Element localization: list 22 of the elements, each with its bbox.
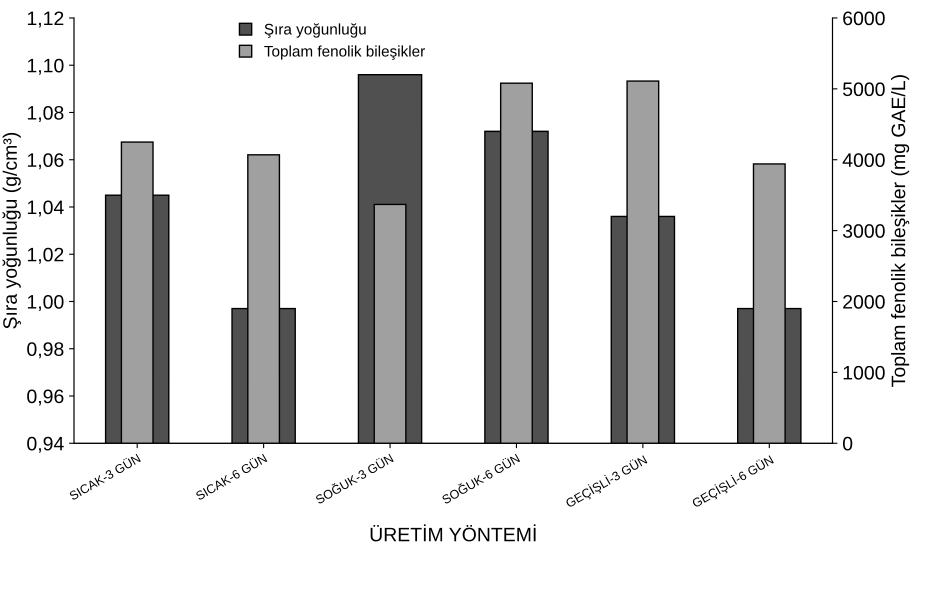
- y2-axis-title: Toplam fenolik bileşikler (mg GAE/L): [891, 75, 910, 387]
- y2-tick-label: 3000: [842, 224, 885, 238]
- y-tick-label: 1,06: [28, 153, 64, 170]
- x-axis-title: ÜRETİM YÖNTEMİ: [370, 524, 536, 542]
- y2-tick-label: 0: [842, 436, 852, 450]
- y2-tick-label: 2000: [843, 294, 885, 309]
- y-tick-label: 0,98: [27, 342, 64, 358]
- y-axis-title: Şıra yoğunluğu (g/cm³): [2, 132, 21, 329]
- y-tick-label: 1,04: [28, 200, 64, 217]
- y-tick-label: 1,02: [28, 248, 64, 264]
- y2-tick-label: 4000: [842, 153, 885, 167]
- y-tick-label: 0,94: [27, 436, 64, 453]
- legend-label: Toplam fenolik bileşikler: [264, 45, 425, 60]
- y-tick-label: 1,12: [28, 11, 64, 28]
- legend-label: Şıra yoğunluğu: [264, 23, 366, 38]
- y-tick-label: 1,10: [28, 58, 64, 75]
- y2-tick-label: 6000: [843, 11, 885, 26]
- y2-tick-label: 1000: [844, 366, 885, 380]
- y2-tick-label: 5000: [843, 82, 885, 96]
- y-tick-label: 0,96: [27, 389, 64, 406]
- y-tick-label: 1,00: [28, 294, 64, 312]
- y-tick-label: 1,08: [28, 106, 64, 122]
